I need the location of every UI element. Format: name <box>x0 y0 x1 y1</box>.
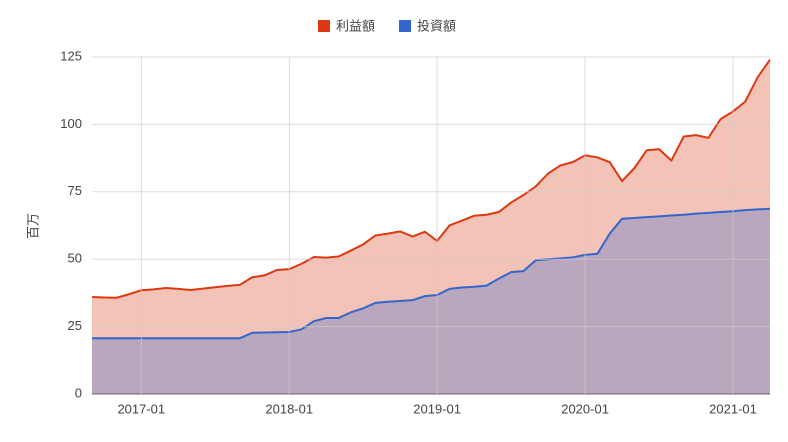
legend-swatch <box>399 20 412 32</box>
legend-label: 投資額 <box>417 18 456 33</box>
y-tick-label: 75 <box>68 183 82 198</box>
x-tick-label: 2021-01 <box>709 401 757 416</box>
x-tick-label: 2020-01 <box>561 401 609 416</box>
x-tick-label: 2019-01 <box>413 401 461 416</box>
legend-label: 利益額 <box>336 18 375 33</box>
x-tick-label: 2018-01 <box>265 401 313 416</box>
line <box>91 59 771 299</box>
y-tick-label: 25 <box>68 318 82 333</box>
area <box>92 208 770 394</box>
y-tick-label: 125 <box>60 48 82 63</box>
y-tick-label: 50 <box>68 251 82 266</box>
x-tick-label: 2017-01 <box>117 401 165 416</box>
line <box>92 207 771 340</box>
area <box>92 59 770 395</box>
y-axis-label: 百万 <box>25 213 40 239</box>
grid <box>92 56 770 395</box>
legend-swatch <box>318 20 330 32</box>
y-tick-label: 0 <box>75 385 82 400</box>
y-tick-label: 100 <box>60 116 82 131</box>
